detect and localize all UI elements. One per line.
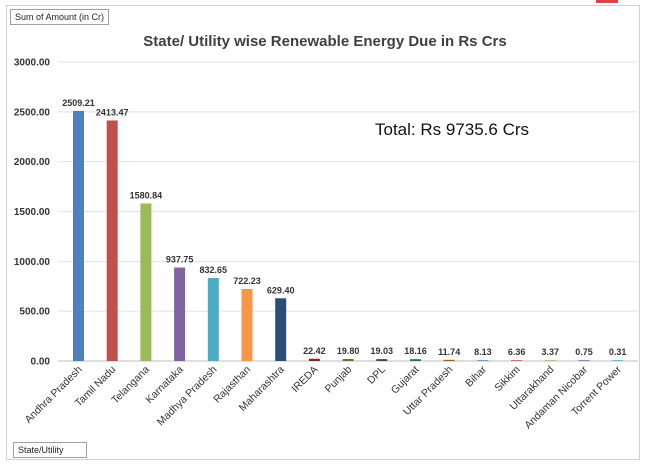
bar xyxy=(207,278,219,361)
y-tick-label: 2000.00 xyxy=(14,157,51,168)
data-label: 19.80 xyxy=(337,346,360,356)
total-annotation: Total: Rs 9735.6 Crs xyxy=(375,120,529,139)
x-tick-label: Punjab xyxy=(323,364,355,396)
chart-title: State/ Utility wise Renewable Energy Due… xyxy=(143,33,506,50)
data-label: 629.40 xyxy=(267,285,295,295)
bar xyxy=(275,298,287,361)
x-tick-label: Madhya Pradesh xyxy=(155,364,220,429)
data-label: 937.75 xyxy=(166,255,194,265)
data-label: 1580.84 xyxy=(130,190,163,200)
data-label: 11.74 xyxy=(438,347,460,357)
data-label: 832.65 xyxy=(200,265,228,275)
x-tick-label: Bihar xyxy=(463,363,489,389)
x-tick-label: Sikkim xyxy=(492,363,523,394)
bar xyxy=(174,267,186,361)
data-label: 3.37 xyxy=(542,347,560,357)
x-tick-label: Andhra Pradesh xyxy=(22,364,84,426)
data-label: 19.03 xyxy=(371,346,394,356)
bar xyxy=(106,120,118,361)
x-tick-label: Gujarat xyxy=(389,364,422,397)
red-mark xyxy=(596,0,618,3)
data-label: 2413.47 xyxy=(96,107,129,117)
bar xyxy=(140,203,152,361)
data-label: 2509.21 xyxy=(62,98,95,108)
axis-field-button[interactable]: State/Utility xyxy=(13,442,87,458)
x-tick-label: IREDA xyxy=(289,364,320,395)
bar xyxy=(241,289,253,361)
bar xyxy=(342,359,354,361)
bar xyxy=(443,359,455,361)
y-tick-label: 1000.00 xyxy=(14,257,51,268)
bar xyxy=(477,360,489,361)
bar xyxy=(308,358,320,361)
gridlines xyxy=(58,61,638,362)
bar xyxy=(511,360,523,361)
values-field-button[interactable]: Sum of Amount (in Cr) xyxy=(10,9,110,25)
y-tick-label: 2500.00 xyxy=(14,107,51,118)
chart-frame xyxy=(6,5,640,460)
data-label: 18.16 xyxy=(404,346,427,356)
data-label: 722.23 xyxy=(233,276,261,286)
y-tick-label: 0.00 xyxy=(31,357,51,368)
data-label: 0.75 xyxy=(575,347,593,357)
y-axis-ticks: 0.00 500.00 1000.00 1500.00 2000.00 2500.00 30… xyxy=(14,58,51,368)
bar xyxy=(544,360,556,361)
bar xyxy=(410,359,421,361)
bars xyxy=(73,110,624,361)
y-tick-label: 1500.00 xyxy=(14,207,51,218)
y-tick-label: 3000.00 xyxy=(14,58,51,69)
bar xyxy=(376,359,388,361)
bar xyxy=(73,110,84,361)
data-label: 6.36 xyxy=(508,347,526,357)
y-tick-label: 500.00 xyxy=(19,307,50,318)
x-tick-label: DPL xyxy=(365,364,388,387)
bar xyxy=(612,360,624,361)
data-label: 22.42 xyxy=(303,346,326,356)
bar xyxy=(578,360,590,361)
data-label: 0.31 xyxy=(609,347,627,357)
data-label: 8.13 xyxy=(474,347,492,357)
